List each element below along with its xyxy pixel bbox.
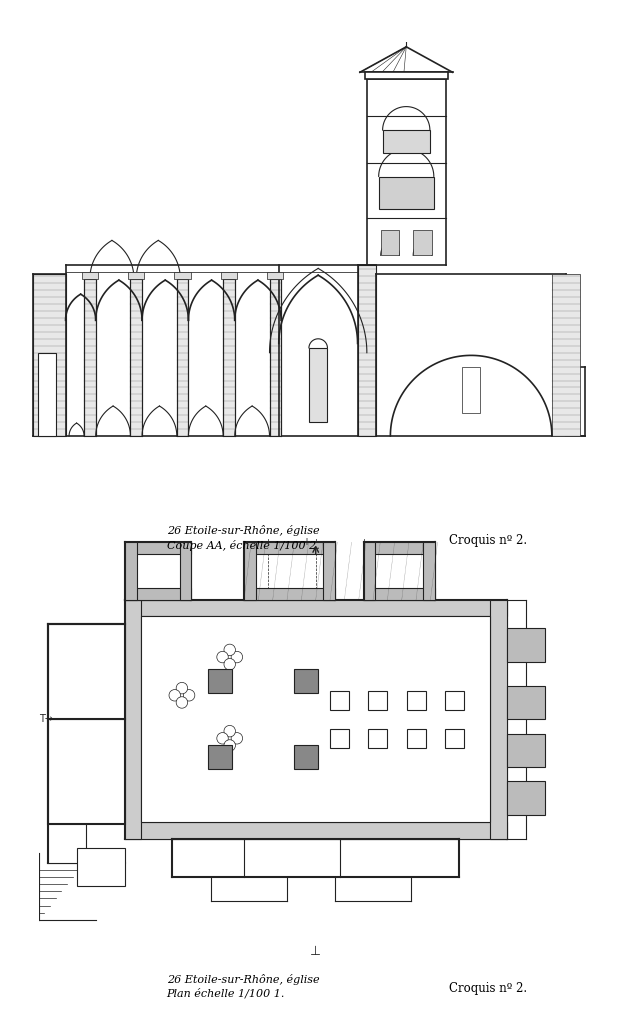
Bar <box>507 686 545 719</box>
Bar <box>269 279 281 436</box>
Bar <box>309 348 328 422</box>
Bar <box>379 176 434 209</box>
Text: T→: T→ <box>38 714 53 724</box>
Circle shape <box>217 732 228 744</box>
Bar <box>294 745 318 769</box>
Bar <box>244 543 335 554</box>
Bar <box>413 230 432 255</box>
Bar <box>131 279 142 436</box>
Bar <box>267 271 283 279</box>
Bar <box>128 271 144 279</box>
Bar <box>38 352 56 436</box>
Bar <box>445 729 464 748</box>
Bar <box>369 690 387 710</box>
Text: 26 Etoile-sur-Rhône, église: 26 Etoile-sur-Rhône, église <box>167 974 319 985</box>
Circle shape <box>224 739 235 752</box>
Bar <box>48 824 87 862</box>
Circle shape <box>231 732 242 744</box>
Bar <box>48 719 124 824</box>
Bar <box>124 822 507 839</box>
Bar <box>244 588 335 600</box>
Bar <box>330 690 349 710</box>
Bar <box>33 273 65 436</box>
Bar <box>77 848 124 887</box>
Bar <box>294 669 318 693</box>
Bar <box>363 543 376 600</box>
Circle shape <box>231 651 242 663</box>
Bar <box>381 230 399 255</box>
Bar <box>423 543 435 600</box>
Circle shape <box>217 651 228 663</box>
Bar <box>490 600 507 839</box>
Text: Plan échelle 1/100 1.: Plan échelle 1/100 1. <box>167 988 285 998</box>
Bar <box>48 624 124 719</box>
Bar <box>141 616 490 822</box>
Bar <box>124 543 137 600</box>
Bar <box>177 279 188 436</box>
Circle shape <box>169 689 181 701</box>
Circle shape <box>224 644 235 655</box>
Bar <box>82 271 98 279</box>
Bar <box>445 690 464 710</box>
Bar <box>124 588 192 600</box>
Bar <box>365 73 448 79</box>
Text: Coupe AA, échelle 1/100 2.: Coupe AA, échelle 1/100 2. <box>167 540 319 551</box>
Bar <box>84 279 96 436</box>
Text: 26 Etoile-sur-Rhône, église: 26 Etoile-sur-Rhône, église <box>167 525 319 537</box>
Text: +: + <box>302 538 310 547</box>
Bar <box>383 130 430 154</box>
Circle shape <box>224 725 235 737</box>
Text: Croquis nº 2.: Croquis nº 2. <box>449 982 527 995</box>
Bar <box>406 690 426 710</box>
Bar <box>507 781 545 815</box>
Bar <box>553 273 580 436</box>
Bar <box>462 367 480 413</box>
Circle shape <box>183 689 195 701</box>
Bar <box>330 729 349 748</box>
Circle shape <box>176 696 188 709</box>
Bar <box>208 669 232 693</box>
Bar <box>244 543 256 600</box>
Text: ⊥: ⊥ <box>310 945 321 958</box>
Bar <box>363 588 435 600</box>
Bar <box>124 600 507 616</box>
Circle shape <box>176 682 188 694</box>
Bar <box>124 600 141 839</box>
Bar <box>179 543 192 600</box>
Bar <box>369 729 387 748</box>
Bar <box>124 543 192 554</box>
Bar <box>221 271 237 279</box>
Text: Croquis nº 2.: Croquis nº 2. <box>449 534 527 547</box>
Bar <box>223 279 235 436</box>
Bar <box>507 629 545 662</box>
Bar <box>323 543 335 600</box>
Bar <box>208 745 232 769</box>
Bar <box>358 264 376 436</box>
Bar <box>406 729 426 748</box>
Bar <box>507 733 545 767</box>
Circle shape <box>224 658 235 670</box>
Bar <box>363 543 435 554</box>
Bar <box>174 271 191 279</box>
